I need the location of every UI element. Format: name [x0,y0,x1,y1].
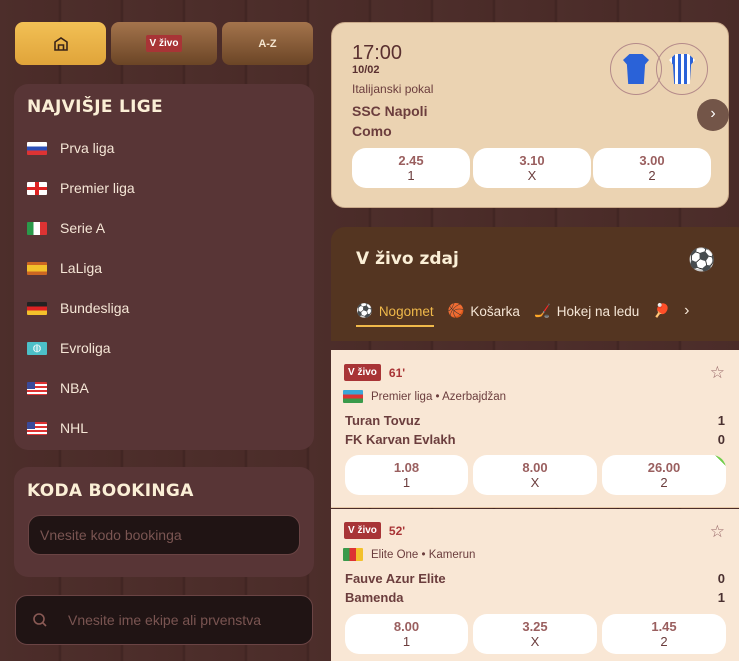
tab-label: Košarka [470,303,520,319]
away-jersey-icon [656,43,708,95]
odd-button-2[interactable]: 3.00 2 [593,148,711,188]
tab-hokej[interactable]: 🏒 Hokej na ledu [534,303,639,319]
tab-nogomet[interactable]: ⚽ Nogomet [356,303,434,327]
league-name: Elite One • Kamerun [371,548,476,561]
search-input[interactable]: Vnesite ime ekipe ali prvenstva [15,595,313,645]
league-label: NBA [60,380,89,396]
home-button[interactable] [15,22,106,65]
home-team: Fauve Azur Elite [345,571,446,586]
match-date: 10/02 [352,64,380,76]
favorite-star-icon[interactable]: ☆ [709,363,725,382]
league-item-serie-a[interactable]: Serie A [27,220,105,236]
tab-label: Nogomet [378,303,434,319]
tab-kosarka[interactable]: 🏀 Košarka [448,303,520,319]
home-jersey-icon [610,43,662,95]
odd-button-x[interactable]: 8.00 X [473,455,597,495]
italy-flag-icon [27,221,47,235]
next-arrow-button[interactable]: › [697,99,729,131]
home-score: 1 [717,413,725,428]
search-icon [33,613,47,627]
league-item-bundesliga[interactable]: Bundesliga [27,300,129,316]
live-button[interactable]: V živo [111,22,217,65]
tab-label: Hokej na ledu [556,303,640,319]
tabs-next-arrow[interactable]: › [684,302,690,319]
odd-button-x[interactable]: 3.10 X [473,148,591,188]
spain-flag-icon [27,261,47,275]
home-team: SSC Napoli [352,103,428,119]
match-minute: 52' [388,523,406,538]
odd-button-2[interactable]: 26.00 2 [602,455,726,495]
live-match-row[interactable]: V živo 61' ☆ Premier liga • Azerbajdžan T… [331,350,739,508]
odd-button-1[interactable]: 2.45 1 [352,148,470,188]
odd-button-2[interactable]: 1.45 2 [602,614,726,654]
a-z-button[interactable]: A-Z [222,22,313,65]
booking-panel: KODA BOOKINGA Vnesite kodo bookinga [14,467,314,577]
league-item-prva-liga[interactable]: Prva liga [27,140,114,156]
top-leagues-title: NAJVIŠJE LIGE [27,97,163,117]
league-item-nhl[interactable]: NHL [27,420,88,436]
azerbaijan-flag-icon [343,390,363,403]
league-label: Premier liga [60,180,135,196]
basketball-icon: 🏀 [447,303,465,318]
live-match-row[interactable]: V živo 52' ☆ Elite One • Kamerun Fauve Az… [331,509,739,661]
live-badge: V živo [145,35,183,52]
league-item-evroliga[interactable]: ◍ Evroliga [27,340,111,356]
soccer-ball-icon: ⚽ [356,303,373,318]
away-team: Bamenda [345,590,404,605]
league-label: Evroliga [60,340,111,356]
usa-flag-icon [27,421,47,435]
league-label: Bundesliga [60,300,130,316]
league-label: LaLiga [60,260,103,276]
odd-button-1[interactable]: 8.00 1 [345,614,468,654]
away-score: 1 [717,590,725,605]
booking-code-input[interactable]: Vnesite kodo bookinga [28,515,300,555]
hockey-stick-icon: 🏒 [533,303,551,318]
live-badge: V živo [344,364,381,381]
usa-flag-icon [27,381,47,395]
league-item-nba[interactable]: NBA [27,380,89,396]
cameroon-flag-icon [343,548,363,561]
favorite-star-icon[interactable]: ☆ [709,522,725,541]
top-leagues-panel: NAJVIŠJE LIGE Prva liga Premier liga Ser… [14,84,314,450]
soccer-ball-icon: ⚽ [688,247,716,272]
league-label: NHL [60,420,89,436]
germany-flag-icon [27,301,47,315]
tab-table-tennis[interactable]: 🏓 [653,303,670,319]
competition-name: Italijanski pokal [352,82,434,96]
home-icon [53,36,68,51]
live-now-title: V živo zdaj [356,249,459,269]
league-name: Premier liga • Azerbajdžan [371,390,507,403]
league-label: Serie A [60,220,106,236]
away-team: FK Karvan Evlakh [345,432,456,447]
booking-placeholder: Vnesite kodo bookinga [40,527,182,543]
away-score: 0 [717,432,725,447]
globe-icon: ◍ [27,341,47,355]
table-tennis-icon: 🏓 [653,303,671,318]
live-badge: V živo [344,522,381,539]
league-item-premier-liga[interactable]: Premier liga [27,180,135,196]
england-flag-icon [27,181,47,195]
match-time: 17:00 [352,42,403,64]
home-team: Turan Tovuz [345,413,421,428]
away-team: Como [352,123,392,139]
featured-match-card[interactable]: 17:00 10/02 Italijanski pokal SSC Napoli… [331,22,729,208]
league-label: Prva liga [60,140,115,156]
live-now-panel: V živo zdaj ⚽ ⚽ Nogomet 🏀 Košarka 🏒 Hokej n… [331,227,739,341]
match-minute: 61' [388,365,406,380]
home-score: 0 [717,571,725,586]
search-placeholder: Vnesite ime ekipe ali prvenstva [68,612,261,628]
odd-button-x[interactable]: 3.25 X [473,614,597,654]
slovenia-flag-icon [27,141,47,155]
booking-title: KODA BOOKINGA [27,481,194,501]
odd-button-1[interactable]: 1.08 1 [345,455,468,495]
league-item-laliga[interactable]: LaLiga [27,260,102,276]
